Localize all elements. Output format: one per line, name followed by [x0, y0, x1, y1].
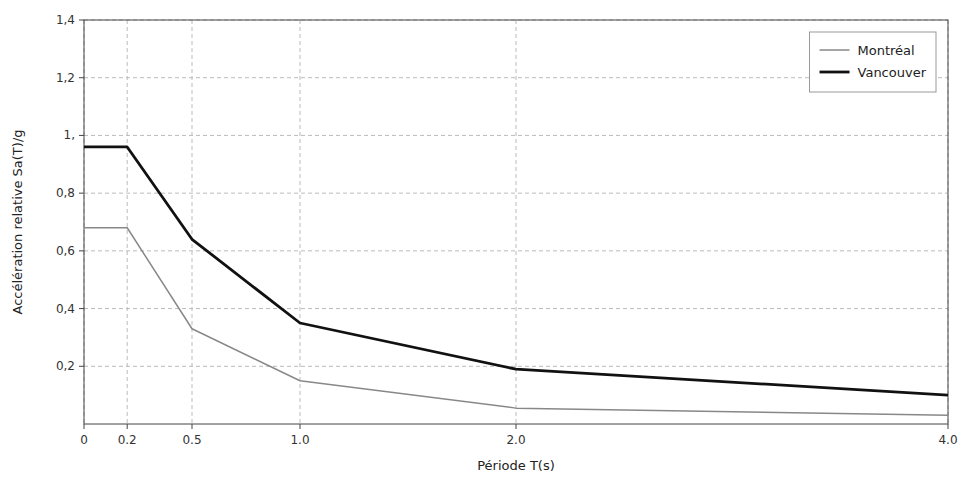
y-tick-label: 0,8 [56, 186, 75, 200]
x-tick-label: 2.0 [506, 433, 525, 447]
y-tick [79, 77, 84, 78]
y-grid-line [84, 366, 948, 367]
x-tick-label: 4.0 [938, 433, 957, 447]
axes: 0 0.2 0.5 1.0 2.0 4.0 0,2 0,4 0,6 0,8 1, 1,2 1,4 [56, 13, 958, 447]
y-tick-label: 1,2 [56, 71, 75, 85]
x-tick-label: 0.2 [118, 433, 137, 447]
x-tick-label: 0 [80, 433, 88, 447]
y-tick-label: 1,4 [56, 13, 75, 27]
y-tick [79, 366, 84, 367]
legend-label: Montréal [858, 43, 915, 58]
y-tick [79, 193, 84, 194]
x-tick [192, 424, 193, 429]
x-axis-label: Période T(s) [477, 458, 555, 473]
y-grid-line [84, 193, 948, 194]
x-grid-line [516, 20, 517, 424]
legend-swatch [820, 71, 850, 74]
y-grid-line [84, 135, 948, 136]
x-tick [516, 424, 517, 429]
y-tick-label: 0,6 [56, 244, 75, 258]
x-tick [84, 424, 85, 429]
x-tick [300, 424, 301, 429]
y-tick [79, 308, 84, 309]
x-grid-line [192, 20, 193, 424]
x-tick-label: 1.0 [290, 433, 309, 447]
series-line [84, 147, 948, 395]
legend-swatch [820, 49, 850, 51]
series-lines [84, 147, 948, 415]
y-tick [79, 20, 84, 21]
x-tick [948, 424, 949, 429]
chart: 0 0.2 0.5 1.0 2.0 4.0 0,2 0,4 0,6 0,8 1, 1,2 1,4 Péri… [0, 0, 972, 488]
legend-label: Vancouver [858, 65, 927, 80]
x-grid-line [127, 20, 128, 424]
y-grid-line [84, 308, 948, 309]
y-tick-label: 0,4 [56, 302, 75, 316]
y-axis-label: Accélération relative Sa(T)/g [10, 129, 25, 314]
y-tick [79, 135, 84, 136]
y-tick [79, 250, 84, 251]
grid [84, 20, 948, 424]
x-tick-label: 0.5 [182, 433, 201, 447]
legend: Montréal Vancouver [810, 32, 936, 92]
y-tick-label: 1, [64, 128, 75, 142]
plot-frame [84, 20, 948, 424]
legend-box [810, 32, 936, 92]
y-tick-label: 0,2 [56, 359, 75, 373]
y-grid-line [84, 250, 948, 251]
x-tick [127, 424, 128, 429]
x-grid-line [300, 20, 301, 424]
